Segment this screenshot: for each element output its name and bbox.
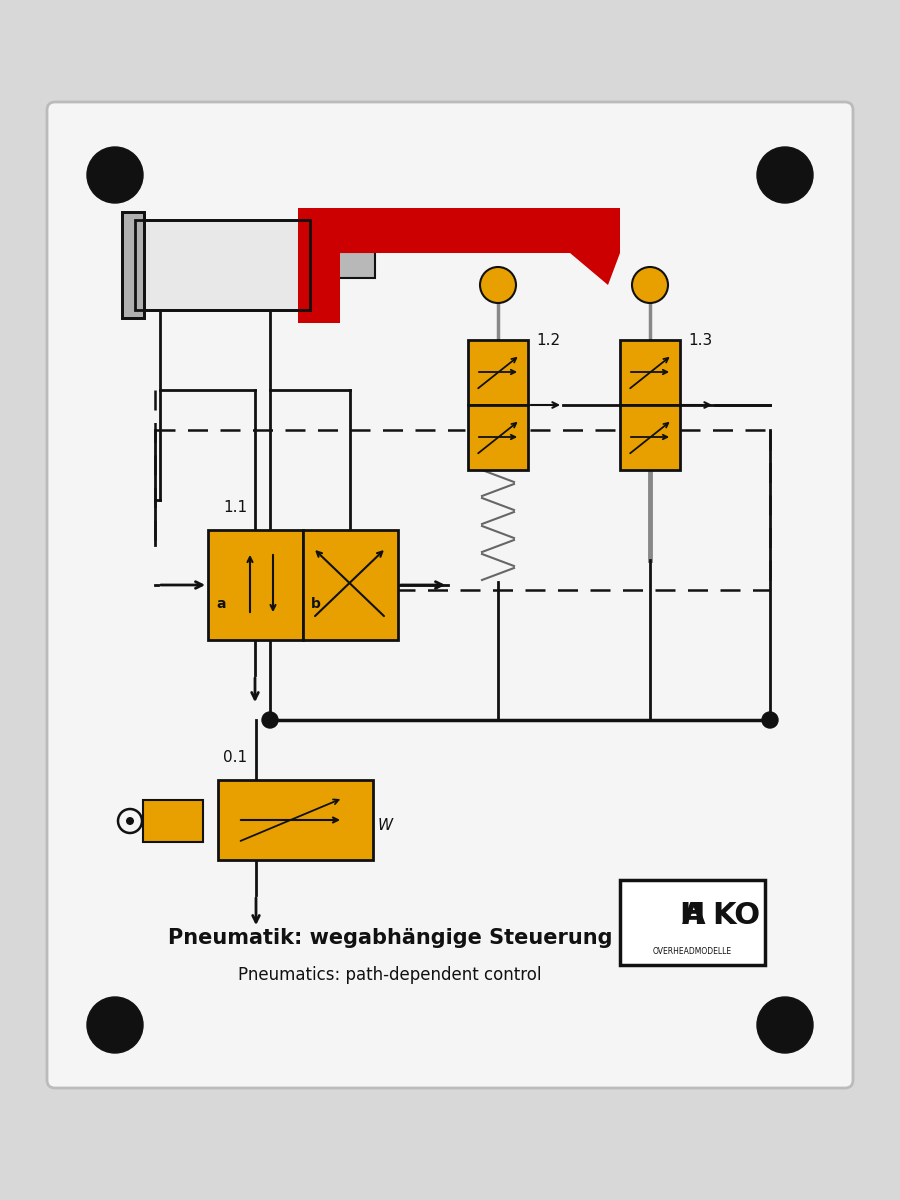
Bar: [143, 800, 203, 842]
Text: 1.1: 1.1: [223, 500, 248, 515]
Bar: [620, 880, 765, 965]
Bar: [620, 340, 680, 404]
Bar: [468, 340, 528, 404]
Circle shape: [87, 146, 143, 203]
Text: 1.2: 1.2: [536, 332, 560, 348]
Bar: [303, 530, 398, 640]
Bar: [620, 404, 680, 470]
FancyBboxPatch shape: [47, 102, 853, 1088]
Circle shape: [757, 146, 813, 203]
Text: W: W: [378, 818, 393, 833]
Circle shape: [126, 817, 134, 826]
Circle shape: [632, 266, 668, 302]
Text: OVERHEADMODELLE: OVERHEADMODELLE: [652, 948, 732, 956]
Text: Pneumatics: path-dependent control: Pneumatics: path-dependent control: [238, 966, 542, 984]
Text: b: b: [311, 596, 321, 611]
Bar: [298, 208, 608, 253]
Circle shape: [480, 266, 516, 302]
Circle shape: [87, 997, 143, 1054]
Bar: [218, 780, 373, 860]
Polygon shape: [570, 208, 620, 284]
Text: 0.1: 0.1: [223, 750, 248, 766]
Circle shape: [262, 712, 278, 728]
Text: H: H: [680, 900, 705, 930]
Text: a: a: [216, 596, 226, 611]
Bar: [208, 530, 303, 640]
Bar: [122, 212, 144, 318]
Text: KO: KO: [712, 900, 760, 930]
Text: Pneumatik: wegabhängige Steuerung: Pneumatik: wegabhängige Steuerung: [167, 928, 612, 948]
Circle shape: [757, 997, 813, 1054]
Text: 1.3: 1.3: [688, 332, 712, 348]
Bar: [310, 252, 375, 278]
Bar: [298, 208, 340, 323]
Bar: [122, 212, 144, 318]
Circle shape: [762, 712, 778, 728]
Bar: [468, 404, 528, 470]
Bar: [135, 220, 310, 310]
Bar: [135, 220, 310, 310]
Text: A: A: [682, 900, 706, 930]
